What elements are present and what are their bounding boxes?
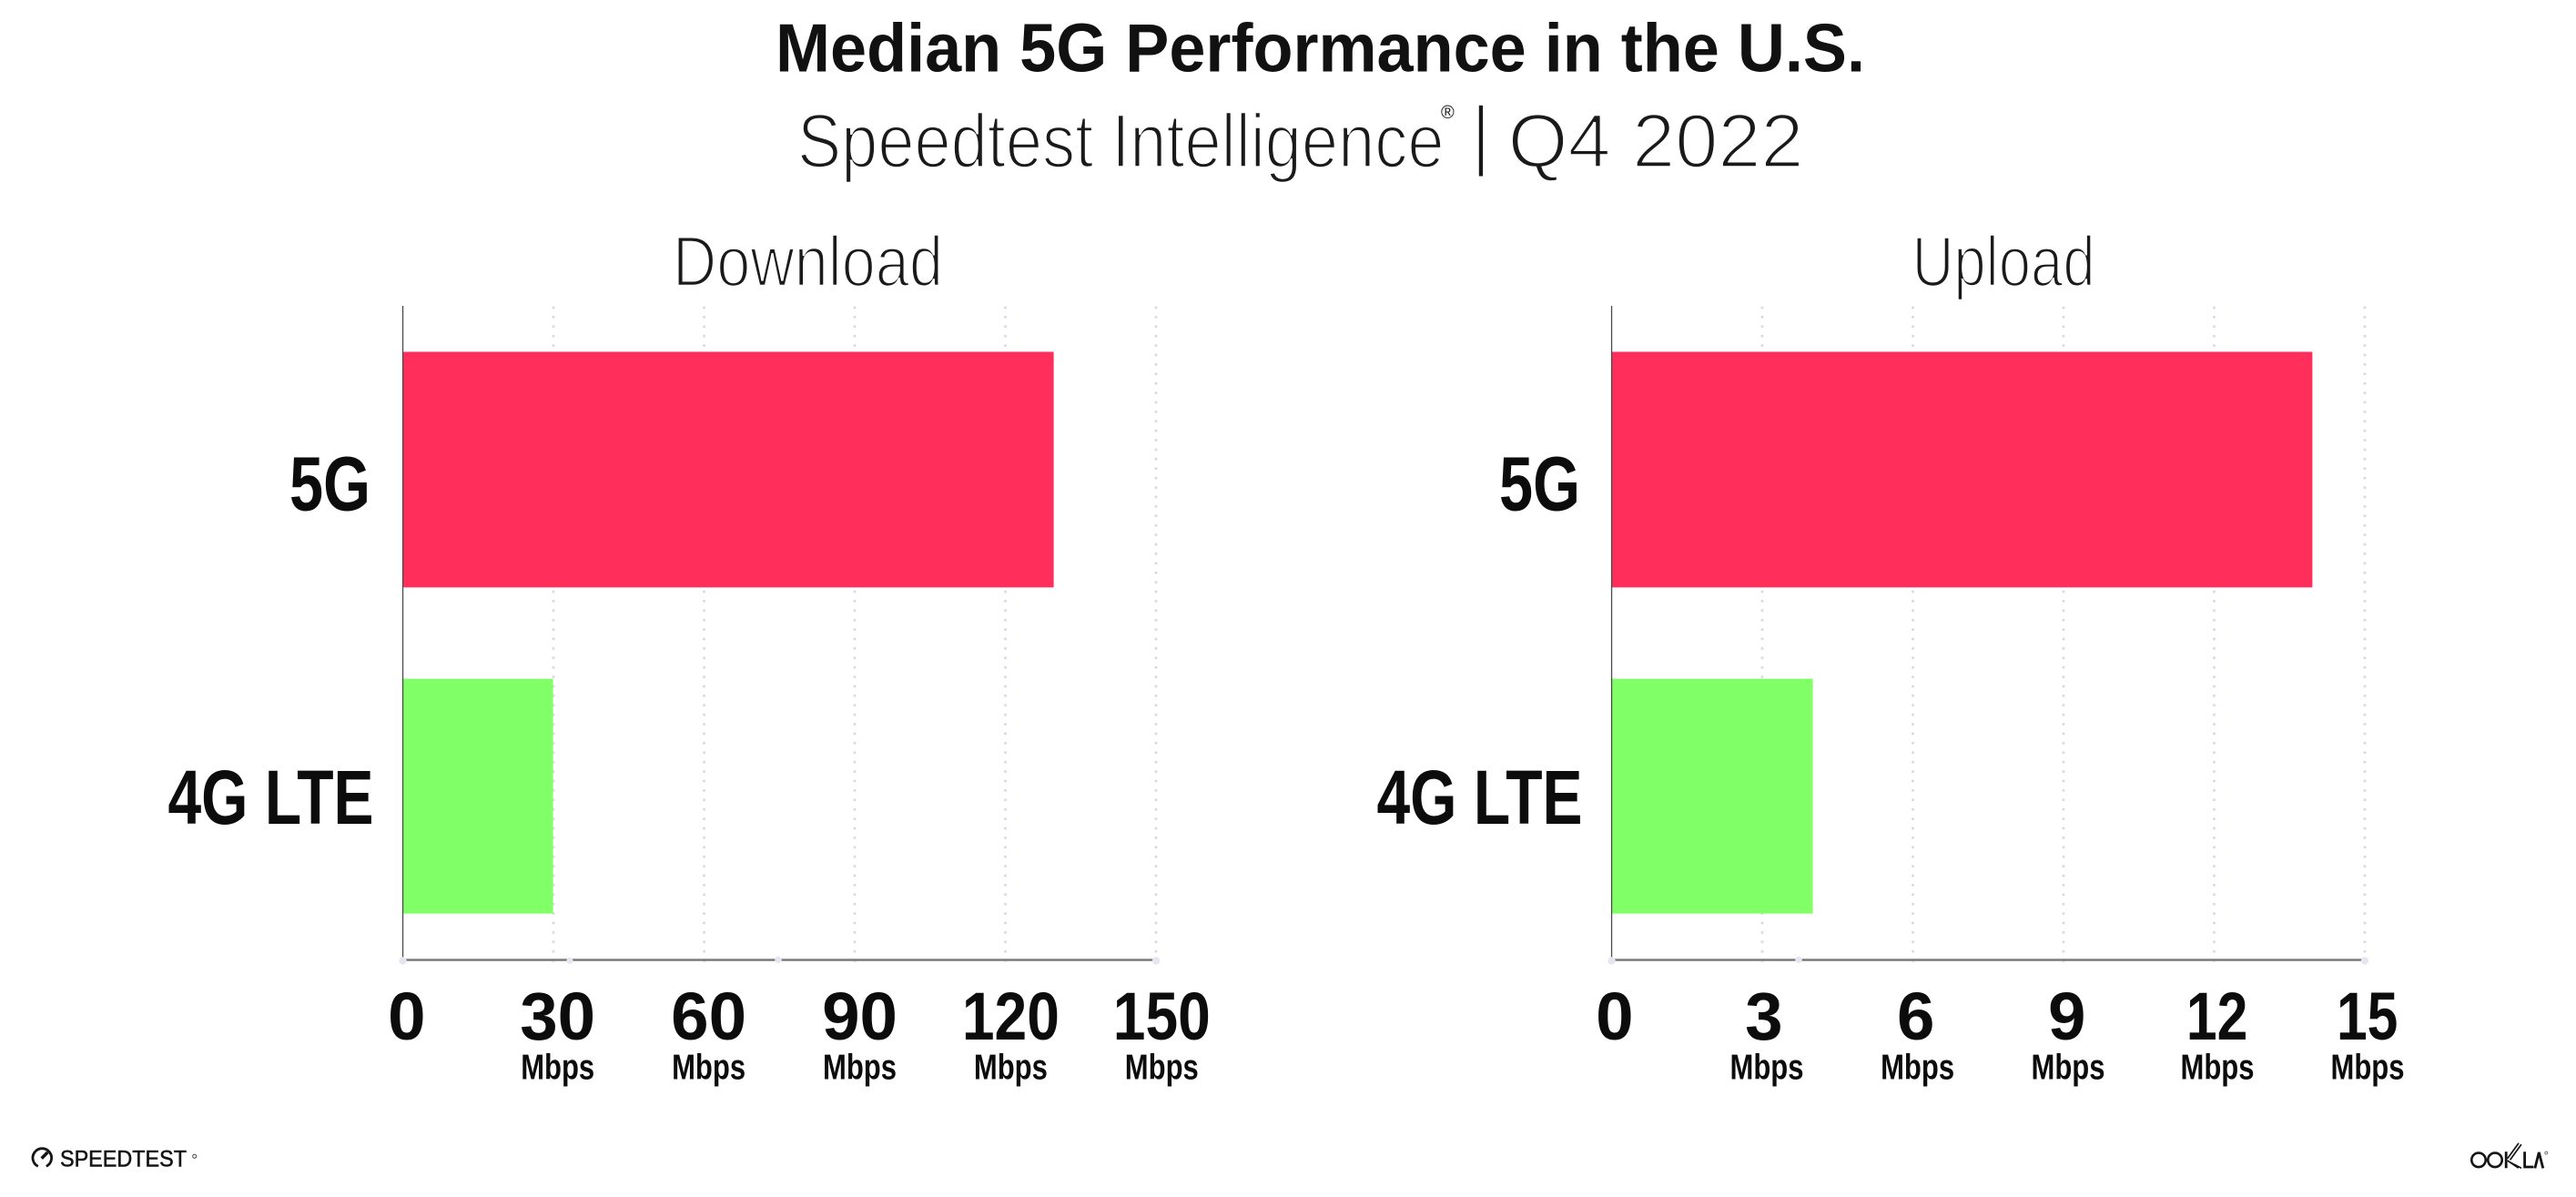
svg-text:Mbps: Mbps [2331,1049,2405,1088]
svg-text:150: 150 [1113,979,1211,1054]
svg-text:15: 15 [2337,979,2399,1054]
svg-text:Mbps: Mbps [1881,1049,1954,1088]
svg-text:120: 120 [962,979,1060,1054]
svg-text:30: 30 [520,979,595,1054]
svg-text:Mbps: Mbps [823,1049,897,1088]
svg-text:Download: Download [673,221,943,301]
svg-text:4G LTE: 4G LTE [168,755,374,840]
svg-text:Mbps: Mbps [1730,1049,1804,1088]
svg-text:5G: 5G [289,441,370,527]
svg-text:Mbps: Mbps [2032,1049,2105,1088]
svg-text:Median 5G Performance in the U: Median 5G Performance in the U.S. [776,10,1865,86]
svg-text:Mbps: Mbps [1125,1049,1199,1088]
svg-text:Speedtest Intelligence: Speedtest Intelligence [797,98,1445,184]
svg-text:Mbps: Mbps [974,1049,1048,1088]
svg-text:12: 12 [2186,979,2248,1054]
svg-text:Upload: Upload [1912,221,2095,301]
svg-text:6: 6 [1897,979,1934,1054]
svg-text:®: ® [1441,103,1455,123]
svg-text:Q4 2022: Q4 2022 [1508,98,1804,184]
svg-text:3: 3 [1745,979,1782,1054]
svg-text:5G: 5G [1499,441,1580,527]
svg-text:0: 0 [1596,979,1633,1054]
svg-text:Mbps: Mbps [2181,1049,2255,1088]
svg-text:0: 0 [388,979,425,1054]
svg-text:4G LTE: 4G LTE [1377,755,1583,840]
svg-text:9: 9 [2048,979,2085,1054]
svg-text:60: 60 [671,979,746,1054]
svg-text:SPEEDTEST: SPEEDTEST [60,1147,187,1172]
svg-text:90: 90 [822,979,898,1054]
svg-text:Mbps: Mbps [521,1049,594,1088]
svg-text:Mbps: Mbps [672,1049,745,1088]
